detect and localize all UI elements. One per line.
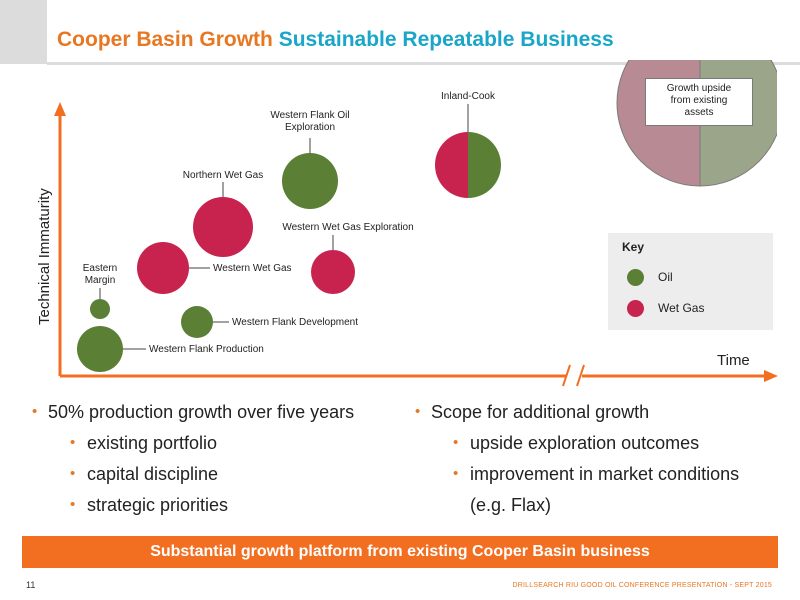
upside-line-2: from existing <box>670 95 728 106</box>
bullet-dot: • <box>70 496 76 513</box>
legend-wet-gas-label: Wet Gas <box>658 301 705 315</box>
legend-wet-gas-swatch <box>627 300 644 317</box>
bubble-western-wet-gas <box>137 242 189 294</box>
label-western-wet-gas: Western Wet Gas <box>213 263 292 274</box>
bullet-text: existing portfolio <box>87 433 218 453</box>
x-axis-arrow <box>764 370 778 382</box>
bubble-western-wet-gas-exploration <box>311 250 355 294</box>
y-axis-label: Technical Immaturity <box>36 188 53 325</box>
footer-text: DRILLSEARCH RIU GOOD OIL CONFERENCE PRES… <box>512 582 772 589</box>
bubble-western-flank-development <box>181 306 213 338</box>
label-northern-wet-gas: Northern Wet Gas <box>183 170 263 181</box>
axis-break-mark-right <box>576 364 585 387</box>
label-western-flank-oil-line1: Western Flank Oil <box>270 110 349 121</box>
bullet-item: • 50% production growth over five years <box>32 402 402 433</box>
legend-box: Key Oil Wet Gas <box>608 233 773 330</box>
bullet-dot: • <box>32 403 38 420</box>
bullet-subitem: • existing portfolio <box>32 433 402 464</box>
bullet-subitem: • improvement in market conditions <box>415 464 795 495</box>
label-eastern-margin-line1: Eastern <box>83 263 117 274</box>
y-axis-arrow <box>54 102 66 116</box>
bullet-text: (e.g. Flax) <box>470 495 552 515</box>
bullet-text: Scope for additional growth <box>431 402 650 422</box>
bullet-subitem: • strategic priorities <box>32 495 402 526</box>
bullet-subitem: • capital discipline <box>32 464 402 495</box>
label-inland-cook: Inland-Cook <box>441 91 496 102</box>
label-western-flank-oil-line2: Exploration <box>285 122 335 133</box>
bullet-text: capital discipline <box>87 464 219 484</box>
bullet-dot: • <box>415 403 421 420</box>
growth-bubble-diagram: Technical Immaturity Time Western Flank … <box>36 60 778 387</box>
bullet-text: strategic priorities <box>87 495 229 515</box>
bullet-list-left: • 50% production growth over five years … <box>32 402 402 526</box>
legend-oil-label: Oil <box>658 270 673 284</box>
upside-label-box: Growth upside from existing assets <box>645 78 753 126</box>
bullet-continuation: (e.g. Flax) <box>415 495 795 526</box>
label-western-wet-gas-exploration: Western Wet Gas Exploration <box>282 222 413 233</box>
bullet-dot: • <box>70 465 76 482</box>
bullet-list-right: • Scope for additional growth • upside e… <box>415 402 795 526</box>
x-axis-label: Time <box>717 352 750 369</box>
bubble-western-flank-oil-exploration <box>282 153 338 209</box>
label-eastern-margin-line2: Margin <box>85 275 116 286</box>
bubble-northern-wet-gas <box>193 197 253 257</box>
bullet-dot: • <box>453 465 459 482</box>
bullet-dot: • <box>70 434 76 451</box>
page-number: 11 <box>26 580 36 590</box>
bullet-item: • Scope for additional growth <box>415 402 795 433</box>
title-part-orange: Cooper Basin Growth <box>57 28 273 51</box>
title-underline <box>47 62 800 65</box>
axis-break-gap <box>566 370 582 382</box>
bubble-eastern-margin <box>90 299 110 319</box>
bullet-text: improvement in market conditions <box>470 464 740 484</box>
bubble-western-flank-production <box>77 326 123 372</box>
bullet-text: 50% production growth over five years <box>48 402 355 422</box>
label-western-flank-development: Western Flank Development <box>232 317 358 328</box>
title-part-blue: Sustainable Repeatable Business <box>278 28 614 51</box>
upside-line-3: assets <box>684 107 714 118</box>
summary-banner: Substantial growth platform from existin… <box>22 536 778 568</box>
header-accent-block <box>0 0 47 64</box>
slide-title: Cooper Basin Growth Sustainable Repeatab… <box>57 28 614 52</box>
bullet-text: upside exploration outcomes <box>470 433 700 453</box>
axis-break-mark-left <box>562 364 571 387</box>
bullet-subitem: • upside exploration outcomes <box>415 433 795 464</box>
bullet-dot: • <box>453 434 459 451</box>
upside-line-1: Growth upside <box>666 83 732 94</box>
label-western-flank-production: Western Flank Production <box>149 344 264 355</box>
legend-oil-swatch <box>627 269 644 286</box>
legend-title: Key <box>622 240 645 254</box>
bubble-inland-cook <box>435 132 501 198</box>
